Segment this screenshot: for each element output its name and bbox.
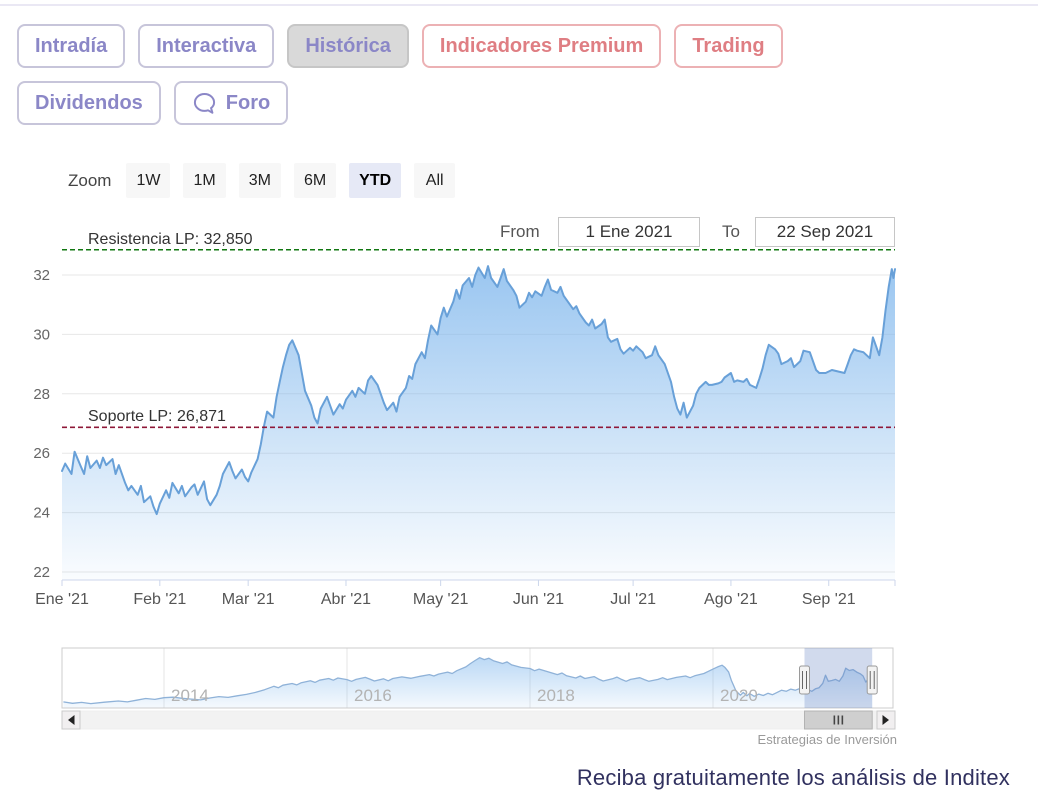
x-axis-label: Jun '21: [513, 591, 564, 608]
x-axis-label: Ene '21: [35, 591, 89, 608]
main-series-line: [61, 265, 896, 516]
from-label: From: [500, 222, 540, 241]
scrollbar-right-arrow-icon: [882, 715, 889, 725]
scrollbar-track[interactable]: [79, 710, 878, 730]
chart-credits: Estrategias de Inversión: [757, 732, 897, 747]
scrollbar-left-button[interactable]: [61, 710, 81, 730]
from-date-input[interactable]: [558, 217, 700, 247]
tab-indicadores-premium[interactable]: Indicadores Premium: [421, 24, 662, 68]
tab-intradia[interactable]: Intradía: [17, 24, 126, 68]
tab-dividendos[interactable]: Dividendos: [17, 81, 161, 125]
range-selector: Zoom 1W 1M 3M 6M YTD All: [68, 163, 456, 198]
navigator-series-area: [63, 657, 873, 708]
footer-headline: Reciba gratuitamente los análisis de Ind…: [576, 765, 1010, 790]
range-button-1w[interactable]: 1W: [126, 163, 171, 198]
navigator-year-label: 2014: [171, 686, 209, 705]
range-button-1m[interactable]: 1M: [183, 163, 226, 198]
range-button-6m[interactable]: 6M: [293, 163, 337, 198]
x-axis-label: Ago '21: [704, 591, 758, 608]
y-axis-label: 24: [33, 505, 50, 522]
navigator-year-label: 2016: [354, 686, 392, 705]
y-axis-label: 30: [33, 326, 50, 343]
tab-historica[interactable]: Histórica: [287, 24, 409, 68]
y-axis-label: 26: [33, 445, 50, 462]
tab-foro[interactable]: Foro: [173, 81, 289, 125]
x-axis-label: Sep '21: [802, 591, 856, 608]
navigator-outline: [61, 647, 894, 709]
tab-bar-row-2: Dividendos Foro: [17, 81, 289, 125]
navigator-mask[interactable]: [804, 648, 873, 708]
x-axis-label: Abr '21: [321, 591, 371, 608]
navigator-handle-left[interactable]: [799, 665, 810, 695]
range-button-ytd[interactable]: YTD: [349, 163, 402, 198]
to-label: To: [722, 222, 740, 241]
x-axis-label: May '21: [413, 591, 469, 608]
y-axis-label: 32: [33, 267, 50, 284]
chat-bubble-icon: [192, 91, 217, 116]
support-label: Soporte LP: 26,871: [88, 408, 226, 425]
navigator-series-line: [63, 657, 873, 705]
scrollbar-right-button[interactable]: [876, 710, 896, 730]
top-divider: [0, 4, 1038, 6]
tab-bar-row-1: Intradía Interactiva Histórica Indicador…: [17, 24, 783, 68]
to-date-input[interactable]: [755, 217, 895, 247]
navigator-handle-right[interactable]: [866, 665, 878, 695]
x-axis-label: Feb '21: [133, 591, 186, 608]
range-button-all[interactable]: All: [414, 163, 456, 198]
x-axis-label: Mar '21: [222, 591, 275, 608]
y-axis-label: 28: [33, 386, 50, 403]
x-axis-label: Jul '21: [610, 591, 656, 608]
tab-interactiva[interactable]: Interactiva: [138, 24, 275, 68]
scrollbar-thumb[interactable]: [804, 710, 873, 730]
zoom-label: Zoom: [68, 170, 112, 190]
y-axis-label: 22: [33, 564, 50, 581]
navigator-year-label: 2018: [537, 686, 575, 705]
range-button-3m[interactable]: 3M: [238, 163, 281, 198]
scrollbar-left-arrow-icon: [68, 715, 75, 725]
navigator-year-label: 2020: [720, 686, 758, 705]
tab-trading[interactable]: Trading: [674, 24, 783, 68]
resistance-label: Resistencia LP: 32,850: [88, 231, 253, 248]
tab-foro-label: Foro: [225, 91, 271, 114]
